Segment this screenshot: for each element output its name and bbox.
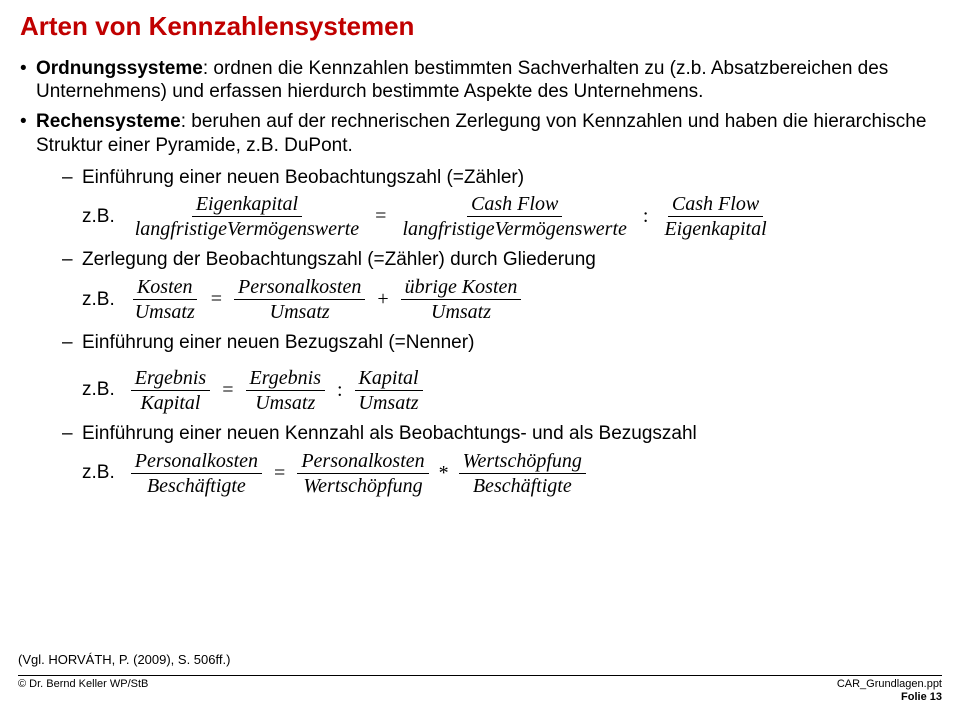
eq3-f3-den: Umsatz [355,391,423,414]
eq4-frac3: Wertschöpfung Beschäftigte [459,450,586,497]
eq1-frac1: Eigenkapital langfristigeVermögenswerte [131,193,363,240]
eq3-f2-den: Umsatz [251,391,319,414]
zb-label-2: z.B. [82,288,115,312]
eq3-frac3: Kapital Umsatz [355,367,423,414]
eq3-f1-den: Kapital [136,391,204,414]
equation-3-row: z.B. Ergebnis Kapital = Ergebnis Umsatz … [82,367,942,414]
bullet-ordnungssysteme: Ordnungssysteme: ordnen die Kennzahlen b… [18,57,942,105]
footer-author: © Dr. Bernd Keller WP/StB [18,678,148,692]
eq2-frac3: übrige Kosten Umsatz [401,276,522,323]
eq4-f2-num: Personalkosten [297,450,428,474]
eq2-frac1: Kosten Umsatz [131,276,199,323]
sub-beobachtungszahl-neu: Einführung einer neuen Beobachtungszahl … [62,166,942,190]
eq4-frac2: Personalkosten Wertschöpfung [297,450,428,497]
equation-4: Personalkosten Beschäftigte = Personalko… [127,450,590,497]
eq1-frac2: Cash Flow langfristigeVermögenswerte [398,193,630,240]
sub-bullet-list-3: Einführung einer neuen Bezugszahl (=Nenn… [36,331,942,355]
eq2-f3-den: Umsatz [427,300,495,323]
sub-bullet-list-2: Zerlegung der Beobachtungszahl (=Zähler)… [36,248,942,272]
sub-zerlegung: Zerlegung der Beobachtungszahl (=Zähler)… [62,248,942,272]
footer-pagenum: Folie 13 [837,691,942,705]
equation-2-row: z.B. Kosten Umsatz = Personalkosten Umsa… [82,276,942,323]
eq2-frac2: Personalkosten Umsatz [234,276,365,323]
footer-filename: CAR_Grundlagen.ppt [837,678,942,692]
eq4-f1-num: Personalkosten [131,450,262,474]
zb-label-1: z.B. [82,205,115,229]
zb-label-3: z.B. [82,378,115,402]
eq2-plus: + [377,287,388,312]
slide-footer: (Vgl. HORVÁTH, P. (2009), S. 506ff.) © D… [18,652,942,705]
eq4-f3-num: Wertschöpfung [459,450,586,474]
eq3-frac1: Ergebnis Kapital [131,367,210,414]
eq1-f2-num: Cash Flow [467,193,562,217]
eq1-f3-den: Eigenkapital [660,217,770,240]
equation-4-row: z.B. Personalkosten Beschäftigte = Perso… [82,450,942,497]
bullet-list: Ordnungssysteme: ordnen die Kennzahlen b… [18,57,942,497]
eq4-f2-den: Wertschöpfung [299,474,426,497]
zb-label-4: z.B. [82,461,115,485]
eq1-f3-num: Cash Flow [668,193,763,217]
term-ordnungssysteme: Ordnungssysteme [36,58,203,79]
eq3-f1-num: Ergebnis [131,367,210,391]
eq3-f3-num: Kapital [355,367,423,391]
eq2-f3-num: übrige Kosten [401,276,522,300]
eq2-f2-den: Umsatz [266,300,334,323]
equation-1: Eigenkapital langfristigeVermögenswerte … [127,193,775,240]
eq2-f1-num: Kosten [133,276,197,300]
equation-3: Ergebnis Kapital = Ergebnis Umsatz : Kap… [127,367,427,414]
eq1-f1-den: langfristigeVermögenswerte [131,217,363,240]
eq4-f3-den: Beschäftigte [469,474,576,497]
bullet-rechensysteme: Rechensysteme: beruhen auf der rechneris… [18,110,942,497]
eq3-equals: = [222,378,233,403]
eq3-frac2: Ergebnis Umsatz [246,367,325,414]
eq1-equals: = [375,204,386,229]
page-title: Arten von Kennzahlensystemen [20,10,942,43]
eq2-f2-num: Personalkosten [234,276,365,300]
eq1-frac3: Cash Flow Eigenkapital [660,193,770,240]
term-rechensysteme: Rechensysteme [36,111,181,132]
sub-bullet-list-4: Einführung einer neuen Kennzahl als Beob… [36,422,942,446]
eq1-f1-num: Eigenkapital [192,193,302,217]
sub-bezugszahl-neu: Einführung einer neuen Bezugszahl (=Nenn… [62,331,942,355]
eq3-divide: : [337,378,343,403]
eq4-times: * [439,461,449,486]
eq4-frac1: Personalkosten Beschäftigte [131,450,262,497]
eq2-equals: = [211,287,222,312]
equation-1-row: z.B. Eigenkapital langfristigeVermögensw… [82,193,942,240]
eq4-f1-den: Beschäftigte [143,474,250,497]
sub-kennzahl-beides: Einführung einer neuen Kennzahl als Beob… [62,422,942,446]
eq1-divide: : [643,204,649,229]
eq2-f1-den: Umsatz [131,300,199,323]
eq4-equals: = [274,461,285,486]
eq3-f2-num: Ergebnis [246,367,325,391]
sub-bullet-list: Einführung einer neuen Beobachtungszahl … [36,166,942,190]
equation-2: Kosten Umsatz = Personalkosten Umsatz + … [127,276,526,323]
footer-divider [18,675,942,676]
footer-citation: (Vgl. HORVÁTH, P. (2009), S. 506ff.) [18,652,942,668]
eq1-f2-den: langfristigeVermögenswerte [398,217,630,240]
